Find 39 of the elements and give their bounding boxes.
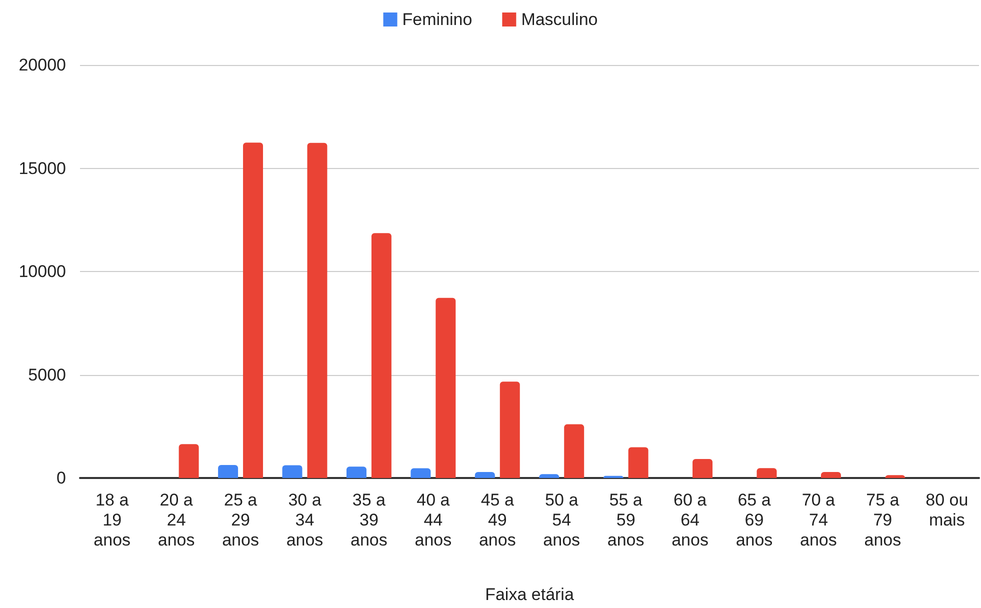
x-tick-label: 40 a 44 anos	[414, 490, 452, 550]
x-tick-label: 45 a 49 anos	[478, 490, 516, 550]
x-tick-label: 65 a 69 anos	[736, 490, 773, 550]
bar	[282, 465, 302, 478]
bar	[564, 424, 584, 478]
x-tick-label: 18 a 19 anos	[94, 490, 131, 550]
x-tick-label: 35 a 39 anos	[350, 490, 388, 550]
x-tick-label: 70 a 74 anos	[800, 490, 837, 550]
bar	[346, 466, 366, 478]
y-tick-label: 20000	[18, 56, 66, 74]
legend-label: Masculino	[521, 10, 598, 29]
bar	[820, 472, 841, 478]
x-tick-label: 55 a 59 anos	[607, 490, 644, 550]
bar	[371, 233, 392, 478]
x-tick-label: 20 a 24 anos	[158, 490, 195, 550]
bar	[436, 298, 456, 478]
bar	[178, 444, 199, 478]
bar	[410, 468, 431, 478]
x-tick-label: 80 ou mais	[926, 490, 968, 530]
bar	[756, 468, 777, 478]
x-axis-title: Faixa etária	[485, 585, 574, 604]
bar	[218, 464, 238, 478]
bar	[243, 142, 264, 478]
x-tick-label: 30 a 34 anos	[286, 490, 324, 550]
x-tick-label: 75 a 79 anos	[864, 490, 902, 550]
x-tick-label: 25 a 29 anos	[222, 490, 259, 550]
y-tick-label: 15000	[18, 158, 66, 178]
bar	[307, 142, 328, 478]
y-tick-label: 10000	[18, 262, 66, 281]
bar	[474, 472, 495, 478]
bar	[692, 459, 713, 478]
x-tick-label: 50 a 54 anos	[543, 490, 580, 550]
bar	[628, 447, 648, 478]
legend-label: Feminino	[402, 10, 472, 29]
y-tick-label: 5000	[28, 365, 66, 384]
bar	[539, 474, 560, 478]
x-tick-label: 60 a 64 anos	[672, 490, 708, 550]
y-tick-label: 0	[56, 468, 66, 488]
bar	[500, 382, 520, 478]
